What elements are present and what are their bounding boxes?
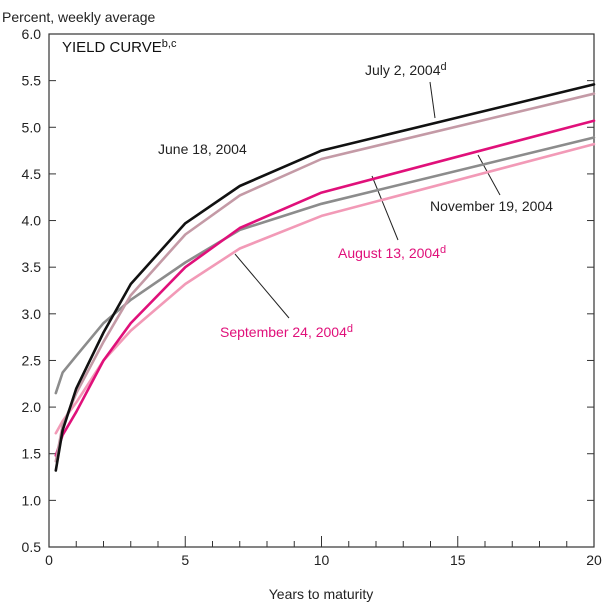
series-lines bbox=[54, 83, 596, 472]
series-label-november-19-2004: November 19, 2004 bbox=[430, 198, 553, 214]
series-label-june-18-2004: June 18, 2004 bbox=[158, 141, 247, 157]
x-axis-title: Years to maturity bbox=[269, 586, 374, 602]
y-tick-label: 4.0 bbox=[22, 213, 42, 229]
y-axis-title: Percent, weekly average bbox=[2, 9, 156, 25]
leader-line-november-19-2004 bbox=[477, 154, 501, 196]
x-tick-label: 20 bbox=[586, 552, 602, 568]
series-label-september-24-2004: September 24, 2004d bbox=[220, 323, 353, 340]
plot-frame bbox=[48, 33, 595, 548]
chart-title-superscript: b,c bbox=[162, 38, 177, 50]
y-tick-label: 2.5 bbox=[22, 352, 42, 368]
y-tick-label: 2.0 bbox=[22, 399, 42, 415]
y-tick-label: 1.5 bbox=[22, 446, 42, 462]
y-tick-label: 3.5 bbox=[22, 259, 42, 275]
x-tick-label: 5 bbox=[181, 552, 189, 568]
series-line-june-18-2004 bbox=[54, 83, 596, 472]
series-label-august-13-2004: August 13, 2004d bbox=[338, 244, 446, 261]
y-tick-label: 3.0 bbox=[22, 306, 42, 322]
y-tick-label: 0.5 bbox=[22, 539, 42, 555]
y-tick-label: 4.5 bbox=[22, 166, 42, 182]
leader-line-august-13-2004 bbox=[371, 175, 399, 241]
series-line-august-13-2004 bbox=[54, 119, 596, 457]
y-tick-label: 5.0 bbox=[22, 119, 42, 135]
x-axis-ticks: 0 5 10 15 20 bbox=[45, 536, 602, 568]
series-labels: June 18, 2004 July 2, 2004d August 13, 200… bbox=[158, 61, 553, 340]
x-tick-label: 0 bbox=[45, 552, 53, 568]
label-leader-lines bbox=[234, 81, 501, 319]
x-tick-label: 15 bbox=[450, 552, 466, 568]
chart-title: YIELD CURVEb,c bbox=[62, 38, 177, 56]
y-tick-label: 1.0 bbox=[22, 492, 42, 508]
series-line-november-19-2004 bbox=[54, 136, 596, 395]
y-tick-label: 6.0 bbox=[22, 26, 42, 42]
y-tick-label: 5.5 bbox=[22, 73, 42, 89]
series-label-july-2-2004: July 2, 2004d bbox=[365, 61, 447, 78]
y-axis-ticks: 0.5 1.0 1.5 2.0 2.5 3.0 3.5 4.0 4.5 5.0 5.5 6.0 bbox=[22, 26, 594, 555]
leader-line-july-2-2004 bbox=[429, 81, 436, 119]
x-tick-label: 10 bbox=[314, 552, 330, 568]
chart-title-text: YIELD CURVE bbox=[62, 39, 162, 56]
leader-line-september-24-2004 bbox=[234, 253, 290, 319]
